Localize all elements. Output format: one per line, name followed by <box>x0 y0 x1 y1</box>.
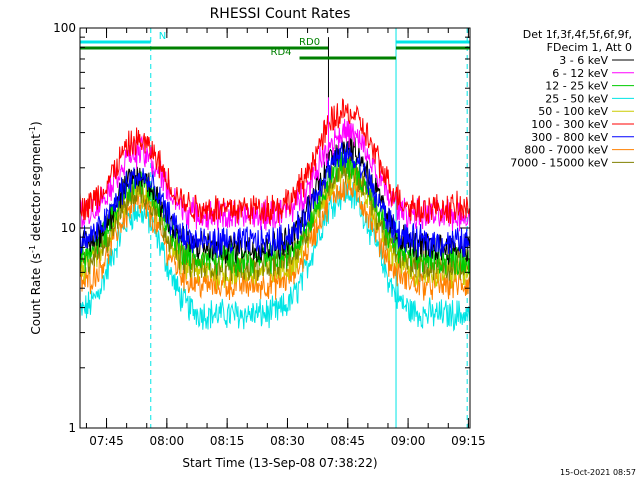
footer-timestamp: 15-Oct-2021 08:57 <box>560 468 636 477</box>
x-tick-label: 08:45 <box>330 434 365 448</box>
y-axis-label: Count Rate (s-1 detector segment-1) <box>28 121 43 334</box>
legend-label: 7000 - 15000 keV <box>510 156 608 169</box>
x-tick-label: 09:15 <box>451 434 486 448</box>
x-tick-label: 07:45 <box>89 434 124 448</box>
x-axis: 07:45 08:00 08:15 08:30 08:45 09:00 09:15 <box>85 28 486 448</box>
saa-label: RD0 <box>299 37 320 48</box>
x-axis-label: Start Time (13-Sep-08 07:38:22) <box>182 456 377 470</box>
legend-header-line-1: Det 1f,3f,4f,5f,6f,9f, <box>523 28 632 41</box>
legend-label: 3 - 6 keV <box>559 54 608 67</box>
legend: Det 1f,3f,4f,5f,6f,9f, FDecim 1, Att 0 3… <box>510 28 634 169</box>
y-tick-label: 100 <box>53 21 76 35</box>
legend-label: 6 - 12 keV <box>552 67 608 80</box>
legend-label: 300 - 800 keV <box>531 131 608 144</box>
y-axis: 100 10 1 <box>53 21 470 435</box>
night-label: N <box>159 31 166 42</box>
y-tick-label: 1 <box>68 421 76 435</box>
legend-label: 12 - 25 keV <box>545 80 608 93</box>
y-tick-label: 10 <box>61 221 76 235</box>
plot-area: N RD0 RD4 <box>79 28 471 428</box>
x-tick-label: 08:00 <box>150 434 185 448</box>
series-line-100-300-kev <box>79 98 471 225</box>
chart-title: RHESSI Count Rates <box>210 6 351 22</box>
legend-label: 25 - 50 keV <box>545 92 608 105</box>
x-tick-label: 08:15 <box>210 434 245 448</box>
saa-label: RD4 <box>271 47 292 58</box>
x-tick-label: 09:00 <box>391 434 426 448</box>
x-tick-label: 08:30 <box>270 434 305 448</box>
series-line-6-12-kev <box>79 118 471 232</box>
legend-label: 50 - 100 keV <box>538 105 608 118</box>
legend-header-line-2: FDecim 1, Att 0 <box>547 41 632 54</box>
series-line-300-800-kev <box>79 139 471 259</box>
series-line-25-50-kev <box>79 181 471 332</box>
legend-label: 100 - 300 keV <box>531 118 608 131</box>
legend-label: 800 - 7000 keV <box>524 144 608 157</box>
